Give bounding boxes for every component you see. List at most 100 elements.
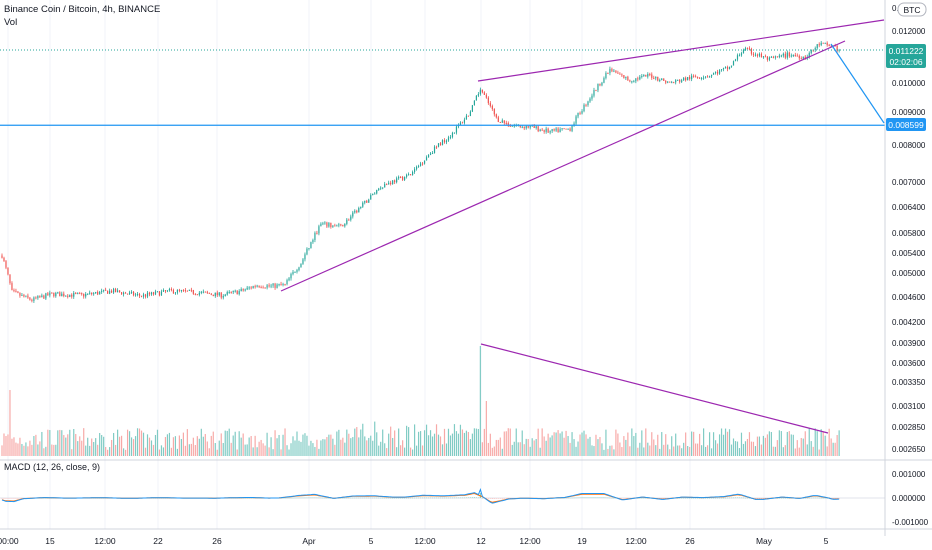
candle-body [730,65,733,67]
volume-bar [736,441,739,456]
candle-body [808,53,810,57]
candle [394,179,396,185]
macd-histogram-bar [348,497,350,499]
candles[interactable] [1,40,840,303]
candle [162,288,165,293]
macd-histogram-bar [360,497,362,499]
volume-bar [515,428,517,456]
volume-bar [346,429,348,456]
volume-bar [352,437,354,456]
macd-histogram-bar [609,497,611,499]
candle [714,71,717,75]
candle [527,125,529,129]
volume-bar [611,445,613,456]
candle-body [304,254,306,260]
candle-body [174,292,177,294]
candle-body [463,119,466,123]
volume-bar [164,436,167,456]
volume-bar [115,444,117,456]
macd-histogram-bar [43,497,45,499]
candle [226,290,228,296]
candle-body [535,126,537,129]
volume-bar [681,448,683,456]
volume-bar [87,437,89,456]
volume-bar [134,436,137,456]
candle [471,104,473,113]
candle-body [103,289,105,291]
candle [35,296,37,300]
candle [699,77,701,79]
candle [280,281,282,286]
volume-bar [810,441,812,456]
drawings[interactable] [0,19,885,434]
volume-bar [814,428,816,456]
volume-bar [824,435,826,456]
candle-body [252,286,254,289]
candle-body [95,291,97,294]
macd-histogram-bar [362,497,364,499]
volume-bar [412,449,414,456]
candle-body [264,287,266,289]
candle-body [206,291,208,293]
candle [683,77,685,81]
price-axis-tick: 0.006400 [892,203,926,212]
candle [577,112,579,119]
candle-body [362,202,364,207]
candle [39,295,41,298]
candle-body [645,74,647,77]
candle-body [473,100,475,106]
candle [23,293,25,298]
candle-body [120,292,123,295]
volume-bar [838,430,840,456]
candle-body [706,76,709,78]
candle-body [798,55,800,59]
candle [824,42,826,44]
macd-histogram-bar [659,498,661,499]
volume-bar [35,434,37,456]
candle-body [501,120,503,123]
candle [83,293,85,299]
macd-histogram-bar [641,497,643,499]
volume-bar [61,430,63,456]
volume-bar [826,446,828,456]
candle-body [683,77,685,81]
volume-bar [834,442,836,456]
candle [479,87,481,96]
volume-bar [651,432,653,456]
vol-label: Vol [4,17,17,28]
macd-histogram-bar [437,497,440,499]
volume-bar [535,439,537,456]
candle [800,56,802,60]
volume-bar [685,432,687,456]
volume-bar [198,438,200,456]
candle-body [31,299,33,301]
candle [475,95,477,101]
volume-bar [712,432,715,456]
candle [218,292,220,297]
macd-histogram-bar [599,497,601,498]
last-price-value: 0.011222 [889,46,924,56]
macd-histogram-bar [605,497,607,499]
volume-bar [398,428,400,456]
candle [575,114,577,126]
candle-body [718,70,721,74]
volume-bar [254,435,256,456]
currency-badge[interactable]: BTC [897,2,927,17]
volume-bar [740,432,743,456]
volume-bar [497,439,499,456]
volume-bar [258,441,260,456]
volume-bar [97,444,99,456]
volume-bar [435,424,438,456]
candle-body [370,195,372,200]
candle [497,115,499,123]
candle [736,53,739,62]
volume-bar [31,444,33,456]
candle-body [758,53,761,56]
candle [356,209,358,214]
volume-bar [160,445,163,456]
candle [752,52,755,58]
candle-body [222,296,224,298]
candle-body [178,289,180,291]
candle [248,286,250,290]
